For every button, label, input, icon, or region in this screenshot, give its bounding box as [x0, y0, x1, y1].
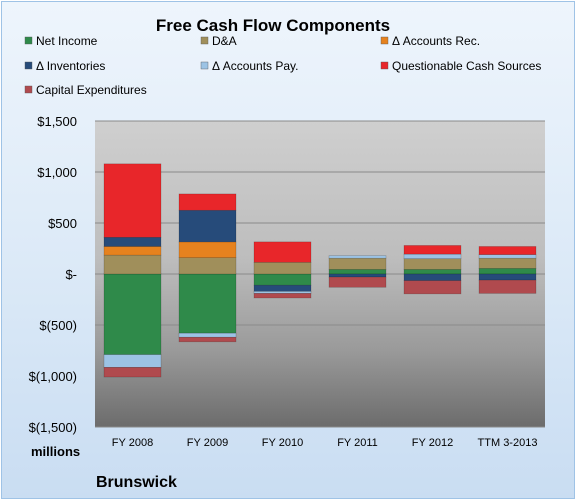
- bar-segment-accounts-rec: [103, 246, 162, 256]
- bar-segment-inventories: [328, 273, 387, 278]
- legend-label-d-a: D&A: [212, 34, 237, 48]
- legend: Net Income D&A Δ Accounts Rec. Δ Inventorie…: [24, 34, 541, 97]
- y-tick-label: $500: [48, 216, 77, 231]
- y-tick-label: $(500): [39, 318, 77, 333]
- gridlines: [95, 120, 545, 428]
- bar-segment-d-a: [103, 254, 162, 275]
- bar-segment-inventories: [253, 284, 312, 292]
- legend-label-questionable-cash-sources: Questionable Cash Sources: [392, 59, 541, 73]
- legend-swatch-accounts-rec: [380, 36, 389, 45]
- bar-segment-questionable-cash-sources: [178, 193, 237, 211]
- legend-label-accounts-rec: Δ Accounts Rec.: [392, 34, 480, 48]
- legend-swatch-accounts-pay: [200, 61, 209, 70]
- bar-segment-questionable-cash-sources: [253, 241, 312, 263]
- y-tick-label: $-: [65, 267, 77, 282]
- bar-segment-capital-expenditures: [253, 293, 312, 299]
- bar-segment-inventories: [178, 209, 237, 243]
- bar-segment-net-income: [103, 273, 162, 355]
- x-tick-label: FY 2008: [112, 437, 153, 449]
- bar-segment-d-a: [403, 258, 462, 270]
- bar-segment-net-income: [478, 268, 537, 275]
- x-tick-label: FY 2011: [337, 437, 378, 449]
- y-tick-label: $(1,000): [29, 369, 77, 384]
- bar-segment-net-income: [253, 273, 312, 286]
- x-tick-label: FY 2009: [187, 437, 228, 449]
- x-tick-label: FY 2012: [412, 437, 453, 449]
- y-tick-label: $1,500: [37, 114, 77, 129]
- legend-swatch-net-income: [24, 36, 33, 45]
- bar-segment-inventories: [478, 273, 537, 281]
- legend-swatch-capital-expenditures: [24, 85, 33, 94]
- units-label: millions: [31, 444, 80, 459]
- company-label: Brunswick: [96, 474, 177, 491]
- bar-segment-capital-expenditures: [478, 279, 537, 294]
- bar-segment-inventories: [403, 273, 462, 281]
- bar-segment-capital-expenditures: [328, 276, 387, 288]
- bar-segment-questionable-cash-sources: [478, 246, 537, 255]
- bar-segment-capital-expenditures: [103, 367, 162, 378]
- bar-segment-d-a: [178, 257, 237, 275]
- bar-segment-accounts-pay: [253, 291, 312, 294]
- bars: [103, 163, 537, 378]
- legend-swatch-inventories: [24, 61, 33, 70]
- bar-segment-capital-expenditures: [178, 336, 237, 343]
- bar-segment-net-income: [403, 269, 462, 275]
- y-axis-ticks: $1,500 $1,000 $500 $- $(500) $(1,000) $(1,500): [29, 114, 77, 435]
- bar-segment-questionable-cash-sources: [103, 163, 162, 238]
- legend-label-inventories: Δ Inventories: [36, 59, 105, 73]
- legend-label-capital-expenditures: Capital Expenditures: [36, 83, 147, 97]
- legend-label-net-income: Net Income: [36, 34, 98, 48]
- bar-segment-accounts-pay: [478, 254, 537, 259]
- x-axis-ticks: FY 2008 FY 2009 FY 2010 FY 2011 FY 2012 TTM 3…: [112, 437, 538, 449]
- bar-segment-d-a: [253, 261, 312, 275]
- bar-segment-d-a: [328, 257, 387, 270]
- bar-segment-net-income: [328, 269, 387, 275]
- bar-segment-accounts-rec: [178, 241, 237, 258]
- y-tick-label: $1,000: [37, 165, 77, 180]
- legend-swatch-questionable-cash-sources: [380, 61, 389, 70]
- legend-label-accounts-pay: Δ Accounts Pay.: [212, 59, 299, 73]
- chart-title: Free Cash Flow Components: [156, 16, 390, 35]
- bar-segment-accounts-pay: [403, 253, 462, 260]
- bar-segment-accounts-pay: [103, 354, 162, 368]
- bar-segment-capital-expenditures: [403, 280, 462, 295]
- bar-segment-accounts-pay: [328, 255, 387, 259]
- bar-segment-accounts-pay: [178, 332, 237, 338]
- y-tick-label: $(1,500): [29, 420, 77, 435]
- bar-segment-inventories: [103, 236, 162, 247]
- x-tick-label: FY 2010: [262, 437, 303, 449]
- bar-segment-net-income: [178, 273, 237, 334]
- bar-segment-d-a: [478, 257, 537, 269]
- legend-swatch-d-a: [200, 36, 209, 45]
- bar-segment-questionable-cash-sources: [403, 245, 462, 255]
- x-tick-label: TTM 3-2013: [478, 437, 538, 449]
